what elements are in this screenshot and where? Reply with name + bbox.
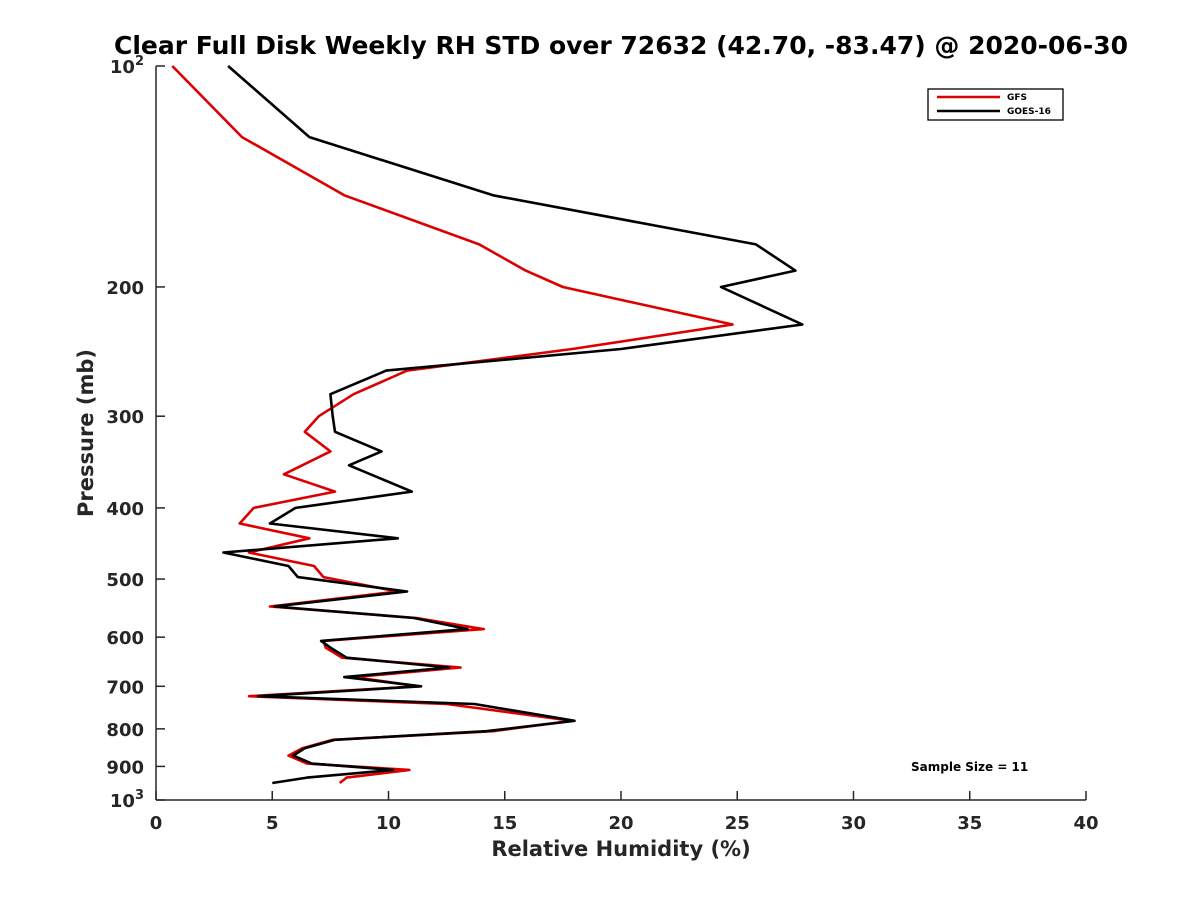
series-line-gfs bbox=[171, 65, 734, 785]
x-tick-label: 30 bbox=[841, 813, 866, 834]
y-tick-base: 300 bbox=[106, 407, 144, 428]
legend-box bbox=[927, 88, 1064, 121]
chart-title: Clear Full Disk Weekly RH STD over 72632… bbox=[114, 31, 1128, 60]
y-tick-base: 500 bbox=[106, 570, 144, 591]
y-tick-label: 800 bbox=[106, 720, 144, 741]
y-tick-label: 200 bbox=[106, 278, 144, 299]
y-tick-base: 10 bbox=[110, 57, 135, 78]
legend-label-goes: GOES-16 bbox=[1007, 107, 1051, 117]
y-tick-exponent: 3 bbox=[135, 788, 144, 803]
x-tick-label: 15 bbox=[492, 813, 517, 834]
legend: GFS GOES-16 bbox=[927, 88, 1064, 121]
legend-label-gfs: GFS bbox=[1007, 93, 1027, 103]
x-tick-label: 35 bbox=[957, 813, 982, 834]
y-tick-exponent: 2 bbox=[135, 54, 144, 69]
y-tick-label: 300 bbox=[106, 407, 144, 428]
x-axis-label: Relative Humidity (%) bbox=[491, 837, 750, 861]
y-tick-label: 500 bbox=[106, 570, 144, 591]
y-tick-base: 900 bbox=[106, 757, 144, 778]
y-tick-label: 900 bbox=[106, 757, 144, 778]
y-tick-label: 103 bbox=[110, 788, 144, 812]
y-tick-label: 600 bbox=[106, 628, 144, 649]
y-tick-base: 800 bbox=[106, 720, 144, 741]
plot-area: 0 5 10 15 20 25 30 35 40 10220030040050060070080… bbox=[106, 54, 1098, 834]
x-tick-label: 0 bbox=[150, 813, 163, 834]
series-line-goes-16 bbox=[222, 65, 804, 785]
x-tick-label: 20 bbox=[608, 813, 633, 834]
y-tick-base: 600 bbox=[106, 628, 144, 649]
y-tick-label: 102 bbox=[110, 54, 144, 78]
y-tick-base: 700 bbox=[106, 677, 144, 698]
y-tick-label: 400 bbox=[106, 499, 144, 520]
y-tick-base: 200 bbox=[106, 278, 144, 299]
x-tick-label: 5 bbox=[266, 813, 279, 834]
y-tick-base: 400 bbox=[106, 499, 144, 520]
series-lines bbox=[171, 65, 804, 785]
x-ticks: 0 5 10 15 20 25 30 35 40 bbox=[150, 791, 1099, 834]
x-tick-label: 25 bbox=[725, 813, 750, 834]
x-tick-label: 10 bbox=[376, 813, 401, 834]
y-axis-label: Pressure (mb) bbox=[74, 349, 98, 517]
y-tick-label: 700 bbox=[106, 677, 144, 698]
x-tick-label: 40 bbox=[1073, 813, 1098, 834]
sample-size-annotation: Sample Size = 11 bbox=[911, 760, 1028, 774]
y-tick-base: 10 bbox=[110, 791, 135, 812]
